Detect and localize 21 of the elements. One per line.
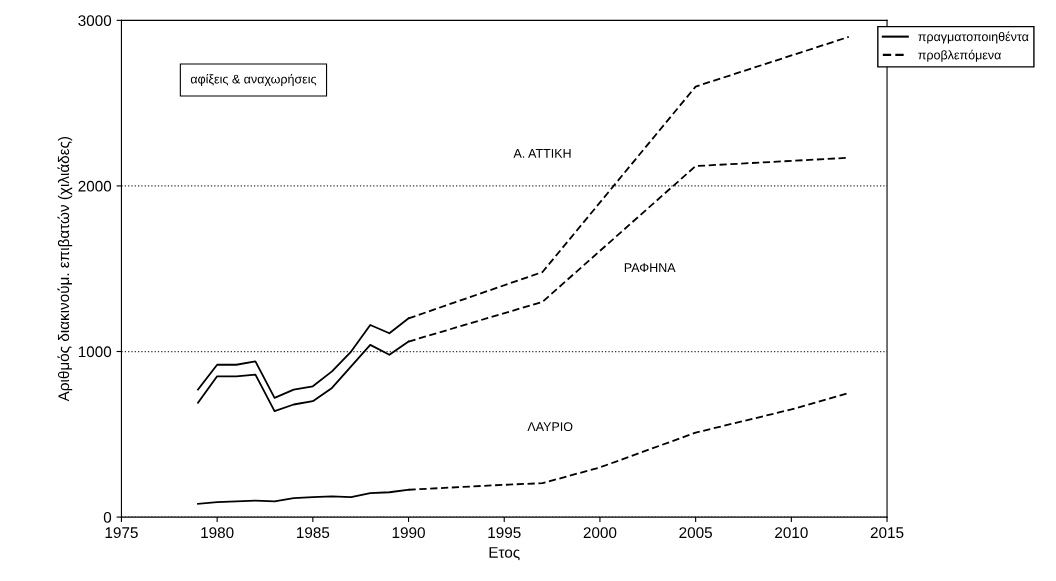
y-tick-label: 3000 [78,15,112,27]
legend-label: προβλεπόμενα [918,49,1001,62]
y-tick-label: 0 [103,511,112,523]
x-tick-label: 1990 [392,527,425,539]
x-tick-label: 2010 [775,527,808,539]
y-tick-label: 1000 [78,346,112,358]
y-axis-title: Αριθμός διακινούμ. επιβατών (χιλιάδες) [57,136,73,402]
x-tick-label: 2000 [583,527,617,539]
annotation: ΛΑΥΡΙΟ [527,422,573,432]
x-tick-label: 1995 [488,527,521,539]
x-tick-label: 1975 [105,527,138,539]
annotation: Α. ΑΤΤΙΚΗ [513,149,571,158]
legend-label: πραγματοποιηθέντα [918,31,1029,44]
annotation: ΡΑΦΗΝΑ [624,263,676,273]
x-axis-title: Ετος [489,547,520,561]
x-tick-label: 2005 [679,527,712,539]
x-tick-label: 2015 [870,527,904,539]
y-tick-label: 2000 [78,180,112,192]
x-tick-label: 1985 [297,527,330,539]
x-tick-label: 1980 [201,527,234,539]
annotation: αφίξεις & αναχωρήσεις [190,73,317,86]
